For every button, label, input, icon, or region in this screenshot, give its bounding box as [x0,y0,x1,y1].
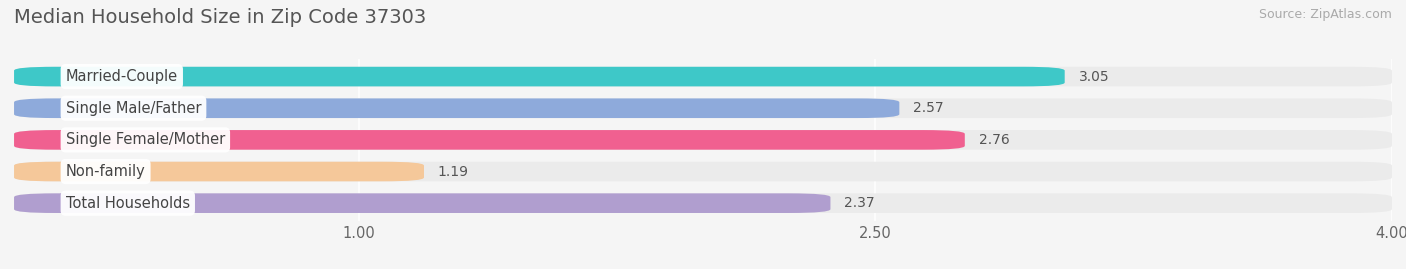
Text: Single Female/Mother: Single Female/Mother [66,132,225,147]
FancyBboxPatch shape [14,67,1392,86]
FancyBboxPatch shape [14,193,1392,213]
Text: Married-Couple: Married-Couple [66,69,177,84]
FancyBboxPatch shape [14,98,900,118]
FancyBboxPatch shape [14,130,1392,150]
Text: Source: ZipAtlas.com: Source: ZipAtlas.com [1258,8,1392,21]
Text: 1.19: 1.19 [437,165,468,179]
FancyBboxPatch shape [14,130,965,150]
FancyBboxPatch shape [14,162,1392,181]
Text: 2.37: 2.37 [844,196,875,210]
FancyBboxPatch shape [14,67,1064,86]
FancyBboxPatch shape [14,162,425,181]
Text: 2.76: 2.76 [979,133,1010,147]
Text: Total Households: Total Households [66,196,190,211]
Text: 2.57: 2.57 [912,101,943,115]
Text: 3.05: 3.05 [1078,70,1109,84]
Text: Single Male/Father: Single Male/Father [66,101,201,116]
Text: Median Household Size in Zip Code 37303: Median Household Size in Zip Code 37303 [14,8,426,27]
Text: Non-family: Non-family [66,164,145,179]
FancyBboxPatch shape [14,98,1392,118]
FancyBboxPatch shape [14,193,831,213]
